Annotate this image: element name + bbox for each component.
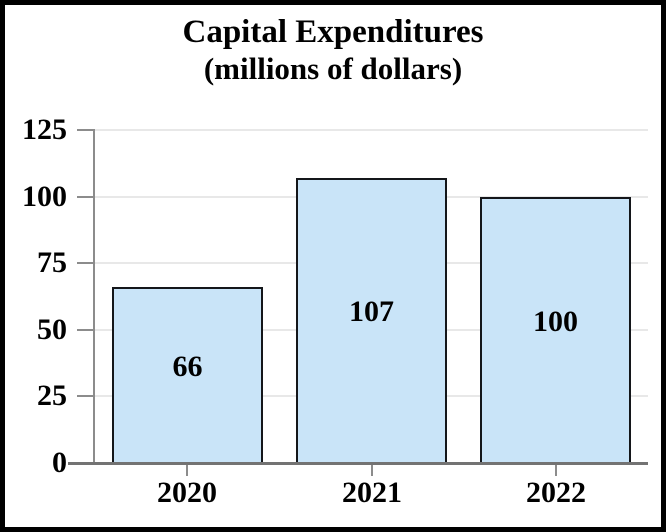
gridline — [95, 129, 648, 131]
x-tick-label: 2020 — [157, 476, 217, 509]
x-tick-label: 2022 — [526, 476, 586, 509]
bar-2021 — [296, 178, 447, 463]
bar-value-label: 107 — [349, 295, 394, 328]
x-axis-line — [68, 462, 648, 465]
y-tick-label: 125 — [22, 113, 67, 146]
plot-area: 0 25 50 75 100 125 66 2020 107 2021 100 2022 — [5, 5, 661, 527]
bar-2022 — [480, 197, 631, 463]
bar-value-label: 66 — [172, 350, 203, 383]
bar-value-label: 100 — [533, 305, 578, 338]
x-axis-tick — [371, 463, 373, 476]
x-axis-tick — [555, 463, 557, 476]
x-axis-tick — [186, 463, 188, 476]
y-axis-tick — [77, 395, 95, 397]
y-tick-label: 50 — [37, 313, 67, 346]
y-axis-tick — [77, 129, 95, 131]
chart-subtitle: (millions of dollars) — [203, 51, 463, 87]
y-axis-tick — [77, 196, 95, 198]
y-axis-line — [93, 130, 95, 463]
y-tick-label: 25 — [37, 379, 67, 412]
y-axis-tick — [77, 262, 95, 264]
chart-title-block: Capital Expenditures (millions of dollar… — [5, 13, 661, 87]
y-tick-label: 100 — [22, 180, 67, 213]
y-axis-tick — [77, 329, 95, 331]
y-tick-label: 75 — [37, 246, 67, 279]
chart-title: Capital Expenditures — [182, 14, 484, 50]
bar-2020 — [112, 287, 263, 463]
y-tick-label: 0 — [52, 446, 67, 479]
x-tick-label: 2021 — [342, 476, 402, 509]
